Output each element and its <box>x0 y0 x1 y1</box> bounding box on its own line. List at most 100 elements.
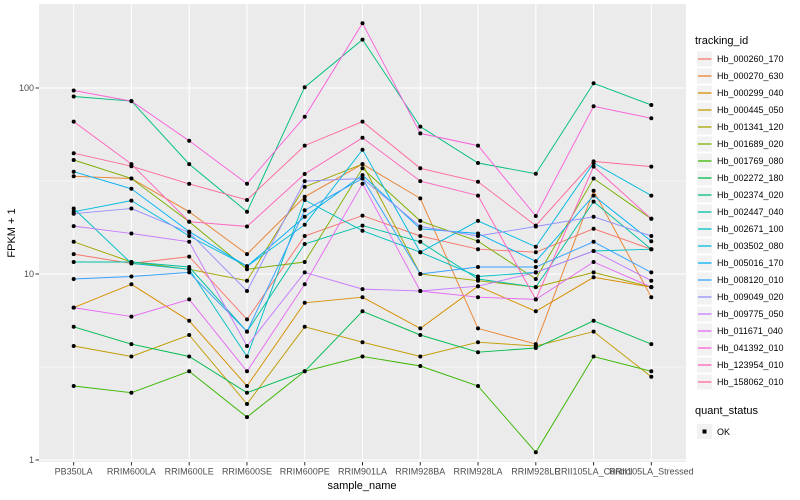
data-point <box>187 254 192 259</box>
data-point <box>71 305 76 310</box>
data-point <box>71 277 76 281</box>
data-point <box>187 333 192 337</box>
y-tick-label: 100 <box>19 83 34 93</box>
data-point <box>476 218 480 223</box>
legend-label: Hb_002447_040 <box>717 207 784 217</box>
data-point <box>129 282 134 287</box>
data-point <box>187 209 192 214</box>
quant-legend-title: quant_status <box>695 405 758 417</box>
data-point <box>245 369 249 374</box>
data-point <box>245 209 249 214</box>
data-point <box>129 99 134 104</box>
legend-label: Hb_000270_630 <box>717 71 784 81</box>
x-tick-labels: PB350LA RRIM600LA RRIM600LE RRIM600SE RRIM60… <box>55 467 694 477</box>
data-point <box>302 222 307 227</box>
legend-entry: Hb_123954_010 <box>697 357 784 373</box>
data-point <box>533 277 538 281</box>
legend-entry: Hb_002374_020 <box>697 187 784 203</box>
data-point <box>129 274 134 279</box>
x-tick-label: RRII105LA_Stressed <box>609 467 694 477</box>
legend-entry: Hb_000260_170 <box>697 51 784 67</box>
data-point <box>360 135 365 140</box>
data-point <box>649 342 654 347</box>
legend-label: Hb_041392_010 <box>717 343 784 353</box>
data-point <box>649 103 654 107</box>
data-point <box>591 159 596 164</box>
data-point <box>649 369 654 374</box>
quant-ok-label: OK <box>717 427 730 437</box>
data-point <box>187 181 192 186</box>
data-point <box>591 260 596 264</box>
legend-entry: Hb_001689_020 <box>697 136 784 152</box>
legend-entry: Hb_000270_630 <box>697 68 784 84</box>
data-point <box>71 384 76 388</box>
data-point <box>302 270 307 275</box>
data-point <box>129 198 134 203</box>
data-point <box>418 364 423 368</box>
data-point <box>360 223 365 228</box>
data-point <box>591 249 596 253</box>
data-point <box>591 329 596 334</box>
data-point <box>187 297 192 302</box>
data-point <box>187 230 192 235</box>
legend-entry: Hb_041392_010 <box>697 340 784 356</box>
data-point <box>476 384 480 388</box>
data-point <box>187 234 192 238</box>
data-point <box>533 270 538 275</box>
data-point <box>71 211 76 216</box>
data-point <box>533 285 538 290</box>
data-point <box>71 239 76 244</box>
data-point <box>360 213 365 218</box>
x-tick-label: RRIM928LE <box>511 467 560 477</box>
data-point <box>245 329 249 334</box>
data-point <box>71 324 76 329</box>
data-point <box>533 171 538 176</box>
data-point <box>533 250 538 255</box>
data-point <box>245 252 249 257</box>
data-point <box>302 234 307 238</box>
data-point <box>302 85 307 90</box>
y-tick-label: 10 <box>24 269 34 279</box>
data-point <box>418 272 423 276</box>
data-points <box>71 21 654 455</box>
data-point <box>360 37 365 42</box>
x-tick-label: RRII105LA_Control <box>555 467 633 477</box>
legend-entries: Hb_000260_170 Hb_000270_630 Hb_000299_040 H… <box>697 51 784 390</box>
data-point <box>302 300 307 305</box>
data-point <box>476 161 480 165</box>
data-point <box>360 309 365 314</box>
legend-entry: Hb_001341_120 <box>697 119 784 135</box>
legend-label: Hb_123954_010 <box>717 360 784 370</box>
legend-entry: Hb_158062_010 <box>697 374 784 390</box>
data-point <box>418 166 423 171</box>
data-point <box>476 274 480 279</box>
data-point <box>187 138 192 143</box>
data-point <box>129 354 134 359</box>
data-point <box>302 179 307 184</box>
data-point <box>129 206 134 211</box>
data-point <box>129 176 134 181</box>
data-point <box>418 326 423 331</box>
data-point <box>187 239 192 244</box>
data-point <box>533 346 538 350</box>
data-point <box>476 239 480 244</box>
data-point <box>418 124 423 129</box>
data-point <box>245 344 249 348</box>
data-point <box>71 158 76 162</box>
legend-label: Hb_001769_080 <box>717 156 784 166</box>
x-tick-label: RRIM600PE <box>280 467 330 477</box>
data-point <box>418 218 423 223</box>
data-point <box>187 267 192 272</box>
data-point <box>418 234 423 238</box>
x-tick-label: RRIM600LE <box>165 467 214 477</box>
data-point <box>360 119 365 124</box>
legend-label: Hb_001341_120 <box>717 122 784 132</box>
legend-entry: Hb_005016_170 <box>697 255 784 271</box>
data-point <box>302 208 307 213</box>
data-point <box>418 239 423 244</box>
x-tick-label: RRIM928BA <box>395 467 445 477</box>
data-point <box>476 179 480 184</box>
data-point <box>245 402 249 406</box>
data-point <box>302 114 307 119</box>
